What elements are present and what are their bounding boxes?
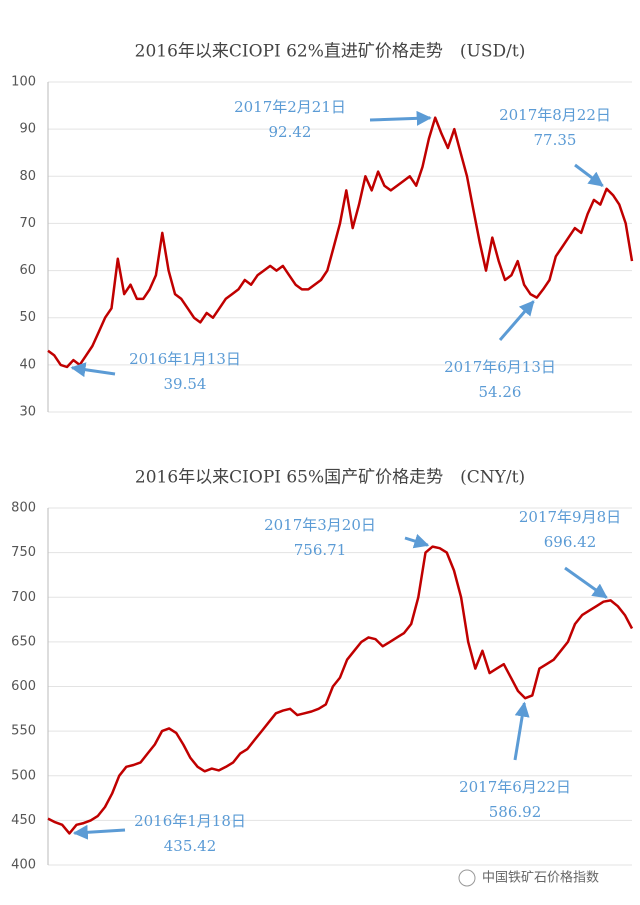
y-tick-label: 450	[11, 813, 36, 828]
annotation-date: 2017年3月20日	[264, 516, 376, 534]
y-tick-label: 750	[11, 545, 36, 560]
y-tick-label: 70	[19, 216, 36, 231]
y-tick-label: 90	[19, 122, 36, 137]
annotation-date: 2016年1月13日	[129, 350, 241, 368]
annotation-arrow	[72, 824, 126, 840]
price-line	[47, 116, 634, 369]
y-tick-label: 50	[19, 310, 36, 325]
y-tick-label: 700	[11, 590, 36, 605]
annotation-value: 39.54	[164, 375, 207, 393]
watermark-icon	[458, 869, 476, 887]
annotation-arrow	[498, 300, 535, 341]
y-tick-label: 40	[19, 357, 36, 372]
y-tick-label: 800	[11, 501, 36, 516]
annotation-date: 2017年8月22日	[499, 106, 611, 124]
annotation-arrow	[369, 110, 432, 126]
annotation-value: 54.26	[479, 383, 522, 401]
annotation-value: 756.71	[294, 541, 347, 559]
y-tick-label: 30	[19, 405, 36, 420]
annotation-value: 435.42	[164, 837, 217, 855]
y-tick-label: 100	[11, 75, 36, 90]
annotation-date: 2016年1月18日	[134, 812, 246, 830]
y-tick-label: 400	[11, 858, 36, 873]
watermark: 中国铁矿石价格指数	[482, 870, 599, 886]
chart-title: 2016年以来CIOPI 62%直进矿价格走势 (USD/t)	[135, 42, 526, 62]
annotation-arrow	[404, 533, 430, 549]
annotation-value: 92.42	[269, 123, 312, 141]
annotation-arrow	[513, 701, 530, 761]
annotation-date: 2017年2月21日	[234, 98, 346, 116]
annotation-date: 2017年9月8日	[519, 508, 621, 526]
annotation-date: 2017年6月22日	[459, 778, 571, 796]
chart-title: 2016年以来CIOPI 65%国产矿价格走势 (CNY/t)	[135, 468, 525, 488]
y-tick-label: 650	[11, 634, 36, 649]
y-tick-label: 80	[19, 169, 36, 184]
y-tick-label: 60	[19, 263, 36, 278]
annotation-value: 696.42	[544, 533, 597, 551]
annotation-arrow	[574, 163, 604, 187]
price-line	[47, 545, 634, 835]
annotation-value: 77.35	[534, 131, 577, 149]
y-tick-label: 550	[11, 724, 36, 739]
annotation-value: 586.92	[489, 803, 542, 821]
annotation-date: 2017年6月13日	[444, 358, 556, 376]
annotation-arrow	[564, 566, 608, 599]
annotation-arrow	[70, 362, 116, 378]
y-tick-label: 600	[11, 679, 36, 694]
y-tick-label: 500	[11, 768, 36, 783]
